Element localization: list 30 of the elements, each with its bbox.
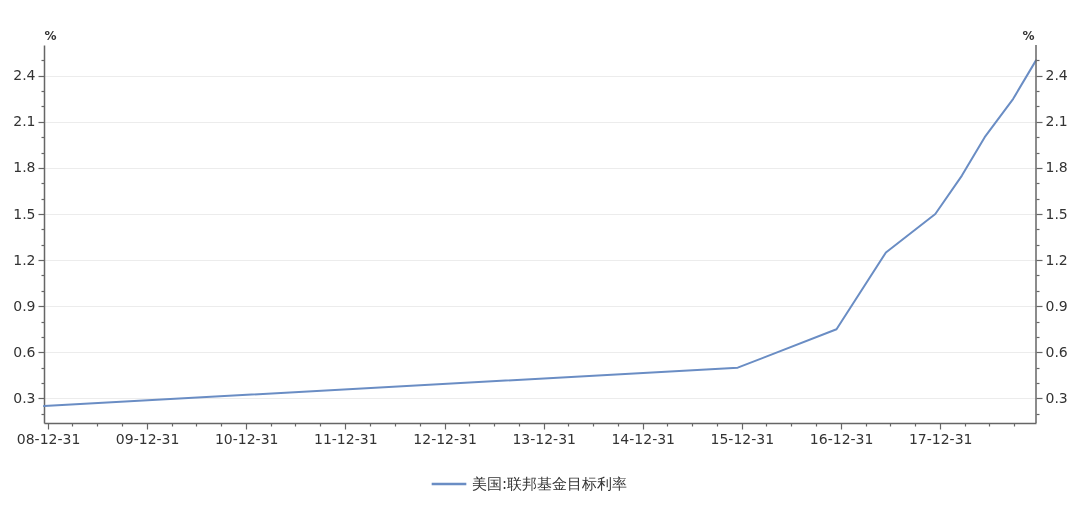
x-tick-label: 08-12-31: [16, 430, 81, 447]
y2-tick-label: 1.8: [1045, 159, 1068, 176]
x-tick-label: 16-12-31: [809, 430, 874, 447]
x-tick-label: 17-12-31: [908, 430, 973, 447]
y-tick-label: 2.4: [13, 67, 36, 84]
y-tick-label: 1.2: [13, 251, 36, 268]
y-tick-label: 0.9: [13, 297, 36, 314]
y-tick-label: 1.8: [13, 159, 36, 176]
y2-tick-label: 0.9: [1045, 297, 1068, 314]
y2-tick-label: 1.5: [1045, 205, 1068, 222]
y2-tick-label: 2.4: [1045, 67, 1068, 84]
y2-tick-label: 0.3: [1045, 389, 1068, 406]
x-tick-label: 14-12-31: [611, 430, 675, 447]
x-tick-label: 13-12-31: [512, 430, 576, 447]
y2-tick-label: 1.2: [1045, 251, 1068, 268]
x-tick-label: 12-12-31: [413, 430, 477, 447]
y2-tick-label: 2.1: [1045, 113, 1068, 130]
y-tick-label: 0.6: [13, 343, 36, 360]
x-tick-label: 09-12-31: [115, 430, 180, 447]
y2-axis-title: %: [1022, 28, 1035, 43]
x-tick-label: 15-12-31: [710, 430, 775, 447]
legend-label: 美国:联邦基金目标利率: [472, 475, 628, 493]
y-tick-label: 2.1: [13, 113, 36, 130]
y-axis-title: %: [44, 28, 57, 43]
x-tick-label: 11-12-31: [313, 430, 378, 447]
y-tick-label: 0.3: [13, 389, 36, 406]
line-series: [43, 59, 1037, 408]
x-tick-label: 10-12-31: [214, 430, 279, 447]
y2-tick-label: 0.6: [1045, 343, 1068, 360]
y-tick-label: 1.5: [13, 205, 36, 222]
